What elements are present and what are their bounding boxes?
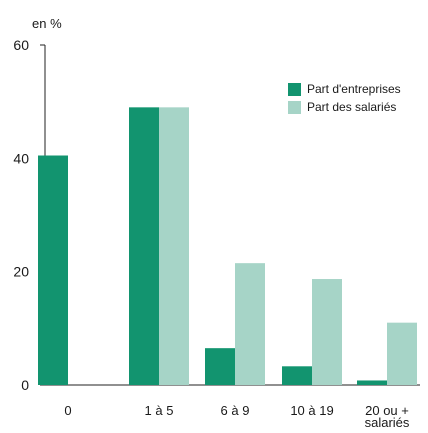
y-tick-label: 40 [13, 150, 29, 166]
x-tick-label: 0 [64, 403, 71, 418]
bar-salaries [312, 279, 342, 385]
bar-salaries [159, 107, 189, 385]
x-tick-label: 1 à 5 [145, 403, 174, 418]
x-tick-label: 6 à 9 [221, 403, 250, 418]
tick-labels: 0 20 40 60 0 1 à 5 6 à 9 10 à 19 20 ou + salariés [13, 37, 409, 430]
legend-item-entreprises: Part d'entreprises [288, 80, 401, 98]
bar-salaries [235, 263, 265, 385]
bars [38, 107, 417, 385]
y-tick-label: 0 [21, 377, 29, 393]
legend-label-salaries: Part des salariés [307, 100, 397, 114]
legend-swatch-salaries [288, 100, 301, 114]
y-unit-label: en % [32, 16, 62, 31]
bar-entreprises [38, 155, 68, 385]
bar-entreprises [282, 366, 312, 385]
y-tick-label: 60 [13, 37, 29, 53]
legend-label-entreprises: Part d'entreprises [307, 82, 401, 96]
y-tick-label: 20 [13, 264, 29, 280]
legend: Part d'entreprises Part des salariés [288, 80, 401, 116]
x-tick-label: 20 ou + salariés [365, 403, 410, 430]
x-tick-label: 10 à 19 [290, 403, 333, 418]
legend-item-salaries: Part des salariés [288, 98, 401, 116]
bar-entreprises [205, 348, 235, 385]
bar-salaries [387, 322, 417, 385]
bar-entreprises [357, 380, 387, 385]
legend-swatch-entreprises [288, 82, 301, 96]
bar-entreprises [129, 107, 159, 385]
